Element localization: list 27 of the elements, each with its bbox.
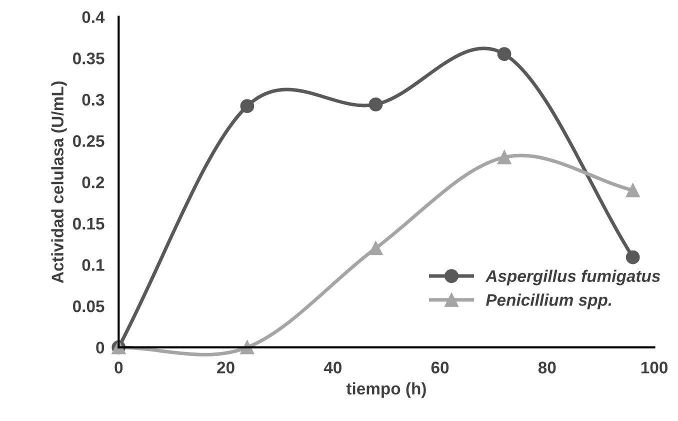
x-tick-label: 40 [324, 362, 342, 374]
x-tick-label: 60 [431, 362, 449, 374]
y-tick-label: 0.2 [82, 176, 104, 188]
point [497, 47, 512, 61]
y-tick-label: 0.1 [82, 259, 104, 271]
x-tick-label: 20 [217, 362, 234, 374]
point [626, 250, 640, 264]
point [497, 150, 512, 164]
point [240, 99, 254, 114]
y-tick-label: 0.4 [82, 11, 105, 24]
point [240, 340, 254, 354]
x-tick-label: 80 [538, 362, 556, 374]
legend-label: Aspergillus fumigatus [485, 270, 660, 286]
y-tick-label: 0.15 [72, 218, 104, 230]
point [626, 183, 640, 198]
y-axis-title: Actividad celulasa (U/mL) [51, 81, 67, 284]
point [368, 241, 383, 256]
y-tick-label: 0.05 [72, 300, 104, 312]
y-tick-label: 0.3 [82, 94, 104, 106]
y-tick-label: 0.35 [72, 52, 104, 64]
y-tick-label: 0.25 [72, 135, 104, 147]
y-tick-label: 0 [96, 342, 104, 354]
x-tick-label: 100 [641, 362, 668, 374]
x-tick-label: 0 [114, 362, 123, 374]
point [368, 97, 383, 112]
legend-label: Penicillium spp. [486, 294, 612, 310]
x-axis-title: tiempo (h) [346, 382, 426, 398]
